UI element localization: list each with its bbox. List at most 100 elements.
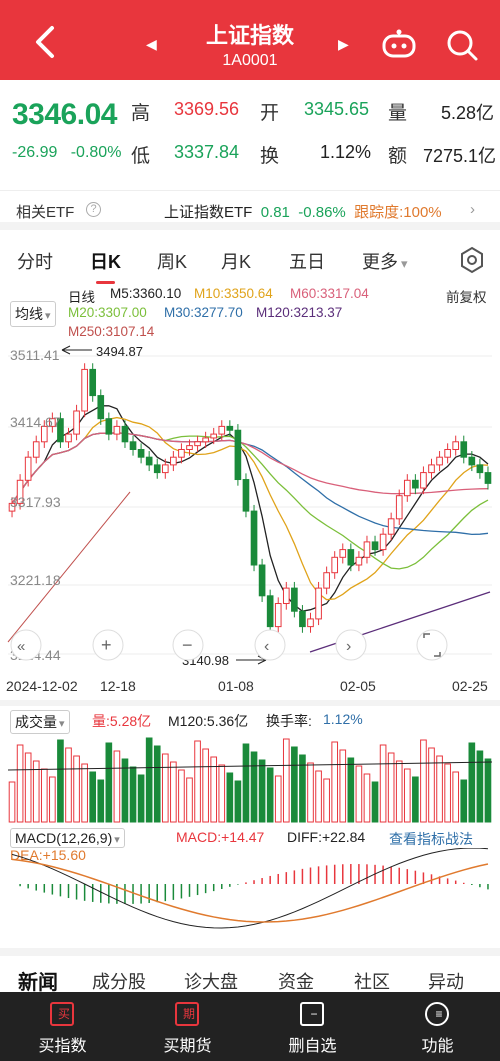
volume-chart[interactable] [0,730,500,825]
volume-bar [428,747,435,823]
tab-constituents[interactable]: 成分股 [92,972,146,992]
candle [121,425,129,443]
tab-movements[interactable]: 异动 [428,972,464,992]
related-etf-bar[interactable]: 相关ETF ? 上证指数ETF 0.81 -0.86% 跟踪度:100% › [0,190,500,230]
svg-text:−: − [182,635,193,655]
pan-left-button[interactable]: « [10,629,42,661]
volume-bar [468,742,476,823]
macd-indicator-selector[interactable]: MACD(12,26,9) ▾ [10,828,125,848]
candle [113,425,121,435]
tab-daily-k[interactable]: 日K [90,248,121,284]
info-tabs: 新闻 成分股 诊大盘 资金 社区 异动 [0,948,500,994]
tab-more[interactable]: 更多 ▾ [362,248,408,274]
divider [0,700,500,706]
fullscreen-icon[interactable] [416,629,448,661]
volume-bar [234,780,242,823]
tab-five-day[interactable]: 五日 [289,252,325,272]
buy-futures-button[interactable]: 期 买期货 [125,992,250,1061]
remove-watchlist-button[interactable]: − 删自选 [250,992,375,1061]
indicator-selector[interactable]: 均线 ▾ [10,301,56,327]
volume-bar [436,755,443,823]
volume-bar [250,751,258,823]
tab-capital-flow[interactable]: 资金 [278,972,314,992]
candle [49,418,56,427]
tab-community[interactable]: 社区 [354,972,390,992]
page-title: 上证指数 [205,23,294,48]
chevron-down-icon: ▾ [401,256,408,271]
volume-bar [194,740,201,823]
candle [452,441,460,450]
tab-market-diagnosis[interactable]: 诊大盘 [184,972,238,992]
dea-line [11,858,489,923]
volume-bar [363,773,371,823]
volume-bar [89,771,97,823]
macd-chart[interactable]: DEA:+15.60 [0,848,500,940]
volume-bar [105,742,113,823]
volume-selector-label: 成交量 [15,714,57,730]
date-axis: 2024-12-02 12-18 01-08 02-05 02-25 [0,676,500,700]
chevron-right-icon[interactable]: › [470,201,475,218]
back-arrow-icon[interactable] [30,22,62,62]
volume-bar [32,760,40,823]
candle [307,618,314,628]
ma250-value: M250:3107.14 [68,324,155,339]
diff-value: DIFF:+22.84 [287,829,366,845]
svg-text:«: « [17,638,25,655]
volume-label: 量 [388,103,408,124]
chart-settings-icon[interactable] [458,246,486,274]
tab-intraday[interactable]: 分时 [17,252,53,272]
volume-bar [57,739,64,823]
pan-back-button[interactable]: ‹ [254,629,286,661]
buy-index-button[interactable]: 买 买指数 [0,992,125,1061]
high-label: 高 [131,103,151,124]
svg-text:+: + [101,635,112,655]
volume-bar [339,749,347,823]
volume-bar [121,758,129,823]
help-icon[interactable]: ? [86,202,101,217]
open-value: 3345.65 [304,99,370,119]
candle [379,533,387,551]
volume-bar [420,739,427,823]
bottom-action-bar: 买 买指数 期 买期货 − 删自选 ≡ 功能 [0,992,500,1061]
candle [484,472,492,484]
date-label: 01-08 [218,678,254,694]
volume-bar [153,745,161,823]
adjustment-toggle[interactable]: 前复权 [446,290,487,305]
previous-stock-button[interactable]: ◀ [146,36,157,52]
volume-bar [323,778,330,823]
indicator-strategy-link[interactable]: 查看指标战法 [389,831,473,847]
zoom-out-button[interactable]: − [172,629,204,661]
chevron-down-icon: ▾ [45,310,51,322]
functions-label: 功能 [421,1038,454,1055]
volume-value: 5.28亿 [441,103,495,123]
volume-indicator-selector[interactable]: 成交量 ▾ [10,710,70,734]
svg-text:›: › [346,638,351,655]
turnover-label: 换 [260,146,280,167]
candle [412,479,419,489]
zoom-in-button[interactable]: + [92,629,124,661]
assistant-robot-icon[interactable] [381,28,417,60]
pan-forward-button[interactable]: › [335,629,367,661]
volume-bar [202,748,209,823]
remove-watchlist-icon: − [300,1002,324,1026]
ma-line-m250 [7,491,131,643]
tab-weekly-k[interactable]: 周K [157,252,188,272]
volume-bar [452,771,460,823]
candle [331,556,339,574]
etf-percent: -0.86% [298,204,346,221]
volume-ma120: M120:5.36亿 [168,713,249,729]
tab-monthly-k[interactable]: 月K [221,252,252,272]
remove-watchlist-label: 删自选 [288,1038,337,1055]
kline-chart[interactable]: 3511.41 3414.67 3317.93 3221.18 3124.44 … [0,342,500,672]
volume-bar [218,764,226,823]
functions-button[interactable]: ≡ 功能 [375,992,500,1061]
search-icon[interactable] [445,28,479,62]
low-value: 3337.84 [174,142,240,162]
etf-quote: 上证指数ETF 0.81 -0.86% 跟踪度:100% [164,201,442,222]
ma30-value: M30:3277.70 [164,305,243,320]
tab-news[interactable]: 新闻 [18,972,58,994]
volume-bar [476,750,484,823]
next-stock-button[interactable]: ▶ [338,36,349,52]
candle [129,441,137,450]
high-annotation: 3494.87 [96,344,143,359]
